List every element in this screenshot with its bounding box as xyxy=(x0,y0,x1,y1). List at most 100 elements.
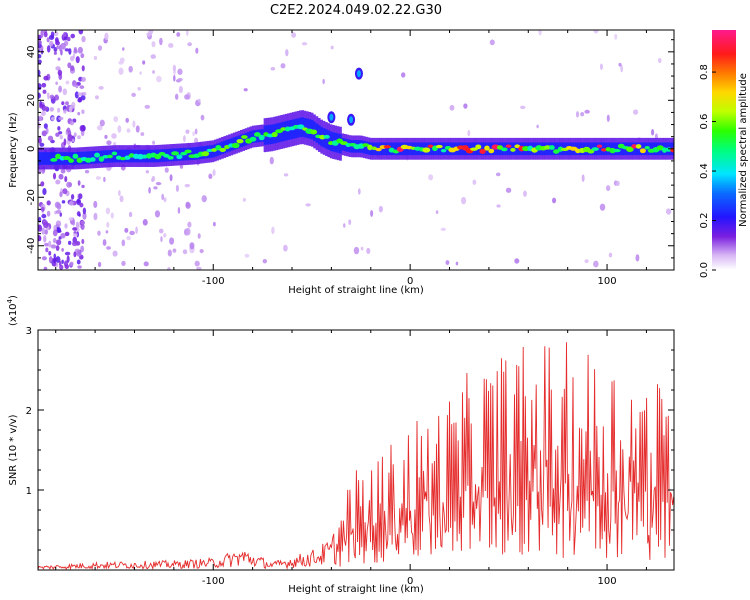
noise-speck xyxy=(460,196,467,205)
ridge-blob xyxy=(488,148,495,154)
noise-speck xyxy=(370,209,374,217)
noise-speck xyxy=(183,135,186,143)
noise-speck xyxy=(57,126,61,131)
ridge-blob xyxy=(68,158,74,163)
colorbar: 0.0 0.2 0.4 0.6 0.8 Normalized spectral ampl… xyxy=(699,30,749,278)
snr-x-label: Height of straight line (km) xyxy=(288,584,424,595)
ridge-blob xyxy=(310,129,318,135)
noise-speck xyxy=(80,245,85,253)
ridge-core-blue xyxy=(190,147,193,161)
noise-speck xyxy=(283,173,289,177)
noise-speck xyxy=(53,46,58,53)
noise-speck xyxy=(654,133,658,140)
noise-speck xyxy=(201,195,207,203)
ridge-blob xyxy=(631,144,638,149)
noise-speck xyxy=(106,246,111,250)
noise-speck xyxy=(593,260,599,268)
noise-speck xyxy=(153,186,158,190)
ridge-core-blue xyxy=(438,142,442,156)
noise-speck xyxy=(52,237,57,244)
noise-speck xyxy=(61,247,64,252)
noise-speck xyxy=(43,266,48,270)
noise-speck xyxy=(94,95,99,100)
noise-speck xyxy=(159,37,163,46)
noise-speck xyxy=(467,129,471,137)
ridge-blob xyxy=(644,145,650,150)
noise-speck xyxy=(60,169,66,174)
ridge-core-blue xyxy=(235,136,238,149)
noise-speck xyxy=(305,203,311,207)
noise-speck xyxy=(271,226,275,235)
noise-speck xyxy=(665,208,672,215)
noise-speck xyxy=(44,229,48,235)
noise-speck xyxy=(243,88,248,92)
colorbar-gradient xyxy=(712,30,736,270)
noise-speck xyxy=(68,105,73,113)
noise-speck xyxy=(38,235,41,241)
noise-speck xyxy=(435,210,439,215)
noise-speck xyxy=(55,209,62,214)
noise-speck xyxy=(635,254,640,262)
ridge-blob xyxy=(180,151,188,156)
ridge-blob xyxy=(111,151,118,156)
noise-speck xyxy=(105,230,109,234)
ridge-blob xyxy=(211,148,217,152)
ridge-core-blue xyxy=(325,129,328,149)
noise-speck xyxy=(64,231,70,237)
ridge-core-blue xyxy=(327,130,331,150)
noise-speck xyxy=(95,176,102,180)
noise-speck xyxy=(164,167,169,173)
noise-speck xyxy=(66,36,71,42)
spectrogram-x-tick-label: -100 xyxy=(202,276,225,287)
noise-speck xyxy=(56,45,60,50)
noise-speck xyxy=(192,131,195,137)
ridge-core-blue xyxy=(554,142,557,156)
noise-speck xyxy=(618,62,622,67)
noise-speck xyxy=(42,106,48,111)
noise-speck xyxy=(52,229,58,237)
noise-speck xyxy=(65,101,69,106)
noise-speck xyxy=(291,32,297,38)
noise-speck xyxy=(73,47,77,51)
noise-speck xyxy=(46,200,51,206)
noise-speck xyxy=(38,224,43,232)
ridge-blob xyxy=(271,131,278,138)
noise-speck xyxy=(40,206,45,212)
noise-speck xyxy=(199,248,204,254)
noise-speck xyxy=(58,173,64,180)
ridge-blob xyxy=(371,146,377,151)
ridge-blob xyxy=(176,154,183,160)
noise-speck xyxy=(632,109,639,115)
noise-speck xyxy=(59,134,64,140)
snr-x-tick-label: 0 xyxy=(407,576,413,587)
ridge-blob xyxy=(124,155,131,160)
ridge-core-blue xyxy=(244,132,248,146)
noise-speck xyxy=(50,116,55,121)
noise-speck xyxy=(81,65,85,72)
noise-speck xyxy=(139,71,142,75)
noise-speck xyxy=(167,249,172,257)
noise-speck xyxy=(84,169,90,174)
snr-panel: -100 0 100 1 2 3 Height of straight line (km)… xyxy=(6,295,675,595)
ridge-core-blue xyxy=(247,131,250,145)
noise-speck xyxy=(77,265,82,269)
noise-speck xyxy=(137,86,141,91)
ridge-core-blue xyxy=(615,142,619,156)
spectrogram-y-tick-label: -40 xyxy=(26,238,37,254)
noise-speck xyxy=(119,195,124,203)
ridge-core-blue xyxy=(636,142,640,156)
noise-speck xyxy=(81,35,86,43)
ridge-core-blue xyxy=(119,149,123,163)
noise-speck xyxy=(111,133,117,139)
noise-speck xyxy=(143,261,149,267)
ridge-core-blue xyxy=(221,141,224,155)
noise-speck xyxy=(48,251,52,256)
noise-speck xyxy=(55,81,58,85)
noise-speck xyxy=(57,57,61,61)
noise-speck xyxy=(262,259,267,264)
noise-speck xyxy=(49,107,55,112)
ridge-blob xyxy=(167,155,174,160)
colorbar-ticks: 0.0 0.2 0.4 0.6 0.8 xyxy=(699,64,716,278)
noise-speck xyxy=(142,60,146,65)
noise-speck xyxy=(60,42,66,50)
